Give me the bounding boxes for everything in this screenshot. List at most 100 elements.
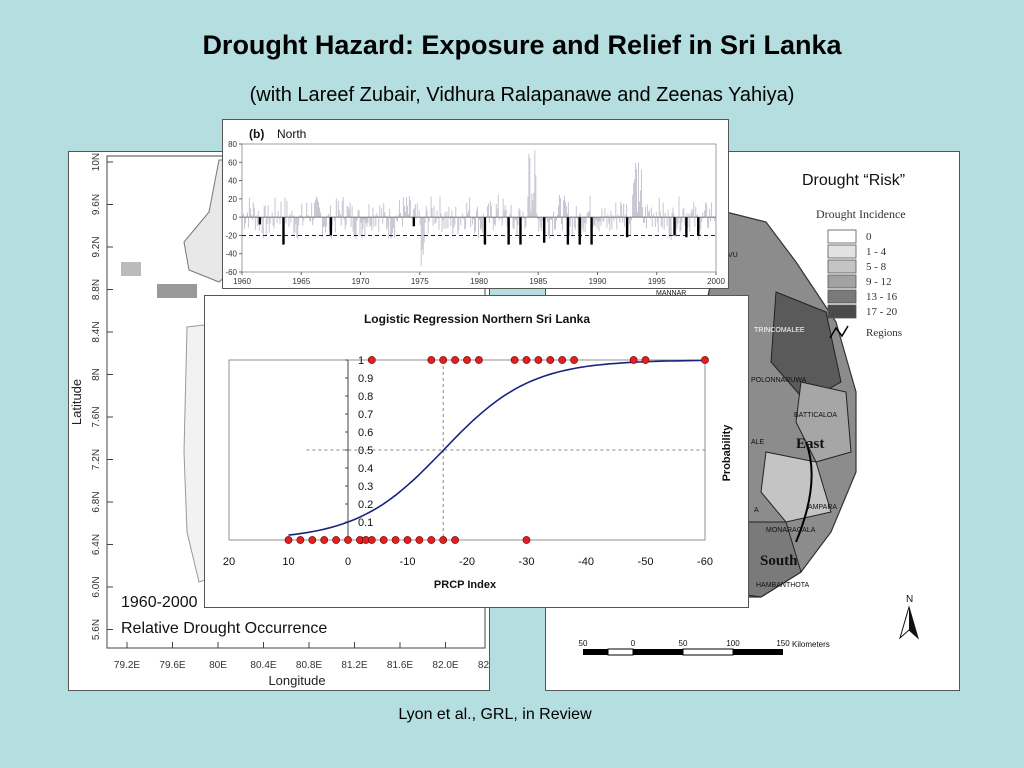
ts-anomaly-bar xyxy=(714,217,716,221)
ts-anomaly-bar xyxy=(470,217,472,228)
lr-x-tick-label: -50 xyxy=(638,556,654,568)
ts-anomaly-bar xyxy=(625,214,627,218)
ts-anomaly-bar xyxy=(450,217,452,227)
ts-anomaly-bar xyxy=(296,217,298,238)
ts-anomaly-bar xyxy=(248,197,250,218)
legend-regions: Regions xyxy=(866,327,902,339)
ts-anomaly-bar xyxy=(376,213,378,218)
ts-anomaly-bar xyxy=(384,211,386,218)
ts-anomaly-bar xyxy=(250,215,252,218)
ts-anomaly-bar xyxy=(660,217,662,227)
lat-tick-label: 6.8N xyxy=(91,491,102,512)
legend-swatch xyxy=(827,289,857,304)
ts-anomaly-bar xyxy=(596,217,598,229)
lr-x-tick-label: 10 xyxy=(282,556,294,568)
ts-anomaly-bar xyxy=(335,198,337,218)
ts-anomaly-bar xyxy=(403,205,405,218)
left-map-caption: Relative Drought Occurrence xyxy=(121,620,327,637)
ts-anomaly-bar xyxy=(387,217,389,228)
ts-drought-bar xyxy=(507,217,510,245)
logistic-chart: Logistic Regression Northern Sri Lanka P… xyxy=(223,312,733,591)
ts-anomaly-bar xyxy=(360,217,362,223)
legend-swatch xyxy=(827,229,857,244)
ts-anomaly-bar xyxy=(422,217,424,255)
ts-anomaly-bar xyxy=(467,213,469,218)
ts-anomaly-bar xyxy=(555,217,557,230)
ts-anomaly-bar xyxy=(676,217,678,229)
ts-anomaly-bar xyxy=(516,217,518,236)
lr-y-tick-label: 0.5 xyxy=(358,445,373,457)
ts-anomaly-bar xyxy=(686,213,688,218)
ts-anomaly-bar xyxy=(626,204,628,218)
ts-anomaly-bar xyxy=(438,217,440,230)
place-polonnaruwa: POLONNARUWA xyxy=(751,377,807,384)
ts-anomaly-bar xyxy=(624,217,626,227)
lat-tick-label: 7.6N xyxy=(91,406,102,427)
ts-anomaly-bar xyxy=(503,210,505,218)
ts-anomaly-bar xyxy=(401,217,403,227)
ts-anomaly-bar xyxy=(329,205,331,218)
ts-anomaly-bar xyxy=(547,217,549,223)
lr-xlabel: PRCP Index xyxy=(434,579,497,591)
ts-drought-bar xyxy=(578,217,581,245)
ts-anomaly-bar xyxy=(692,210,694,218)
ts-anomaly-bar xyxy=(497,194,499,218)
ts-anomaly-bar xyxy=(365,217,367,224)
lr-point-no-drought xyxy=(391,536,400,544)
north-arrow-fill-icon xyxy=(909,607,918,638)
ts-anomaly-bar xyxy=(291,210,293,218)
ts-anomaly-bar xyxy=(462,213,464,218)
ts-anomaly-bar xyxy=(337,200,339,218)
scale-label: 50 xyxy=(579,639,588,648)
ts-anomaly-bar xyxy=(604,207,606,218)
ts-anomaly-bar xyxy=(654,217,656,227)
ts-anomaly-bar xyxy=(542,217,544,222)
ts-anomaly-bar xyxy=(359,217,361,236)
ts-anomaly-bar xyxy=(252,202,254,218)
ts-anomaly-bar xyxy=(661,217,663,228)
lr-x-tick-label: -20 xyxy=(459,556,475,568)
ts-anomaly-bar xyxy=(402,197,404,218)
ts-anomaly-bar xyxy=(344,217,346,230)
ts-anomaly-bar xyxy=(276,217,278,224)
ts-anomaly-bar xyxy=(323,217,325,227)
ts-anomaly-bar xyxy=(708,217,710,229)
ts-anomaly-bar xyxy=(269,217,271,224)
ts-anomaly-bar xyxy=(647,211,649,218)
ts-anomaly-bar xyxy=(531,193,533,218)
ts-anomaly-bar xyxy=(342,197,344,218)
ts-anomaly-bar xyxy=(655,211,657,218)
ts-anomaly-bar xyxy=(696,215,698,218)
ts-anomaly-bar xyxy=(476,210,478,218)
ts-anomaly-bar xyxy=(379,205,381,218)
lr-point-no-drought xyxy=(296,536,305,544)
ts-anomaly-bar xyxy=(260,217,262,221)
ts-anomaly-bar xyxy=(642,217,644,223)
ts-y-tick-label: 0 xyxy=(233,213,238,222)
ts-anomaly-bar xyxy=(671,212,673,218)
ts-x-tick-label: 1990 xyxy=(589,277,607,286)
ts-anomaly-bar xyxy=(377,216,379,218)
ts-anomaly-bar xyxy=(653,216,655,218)
ts-anomaly-bar xyxy=(278,217,280,219)
ts-y-tick-label: 40 xyxy=(228,177,237,186)
lr-title: Logistic Regression Northern Sri Lanka xyxy=(364,312,590,326)
ts-anomaly-bar xyxy=(318,202,320,218)
lr-y-tick-label: 0.7 xyxy=(358,409,373,421)
ts-anomaly-bar xyxy=(514,217,516,221)
ts-anomaly-bar xyxy=(463,217,465,220)
ts-anomaly-bar xyxy=(498,217,500,220)
ts-anomaly-bar xyxy=(328,217,330,231)
ts-anomaly-bar xyxy=(609,217,611,231)
ts-anomaly-bar xyxy=(489,201,491,218)
region-boundary xyxy=(795,441,813,543)
lr-point-drought xyxy=(534,356,543,364)
ts-anomaly-bar xyxy=(579,213,581,218)
lon-tick-label: 79.2E xyxy=(114,660,140,671)
ts-anomaly-bar xyxy=(645,217,647,229)
ts-anomaly-bar xyxy=(694,217,696,227)
ts-anomaly-bar xyxy=(257,211,259,218)
ts-anomaly-bar xyxy=(704,210,706,218)
lr-point-no-drought xyxy=(332,536,341,544)
ts-anomaly-bar xyxy=(466,202,468,218)
